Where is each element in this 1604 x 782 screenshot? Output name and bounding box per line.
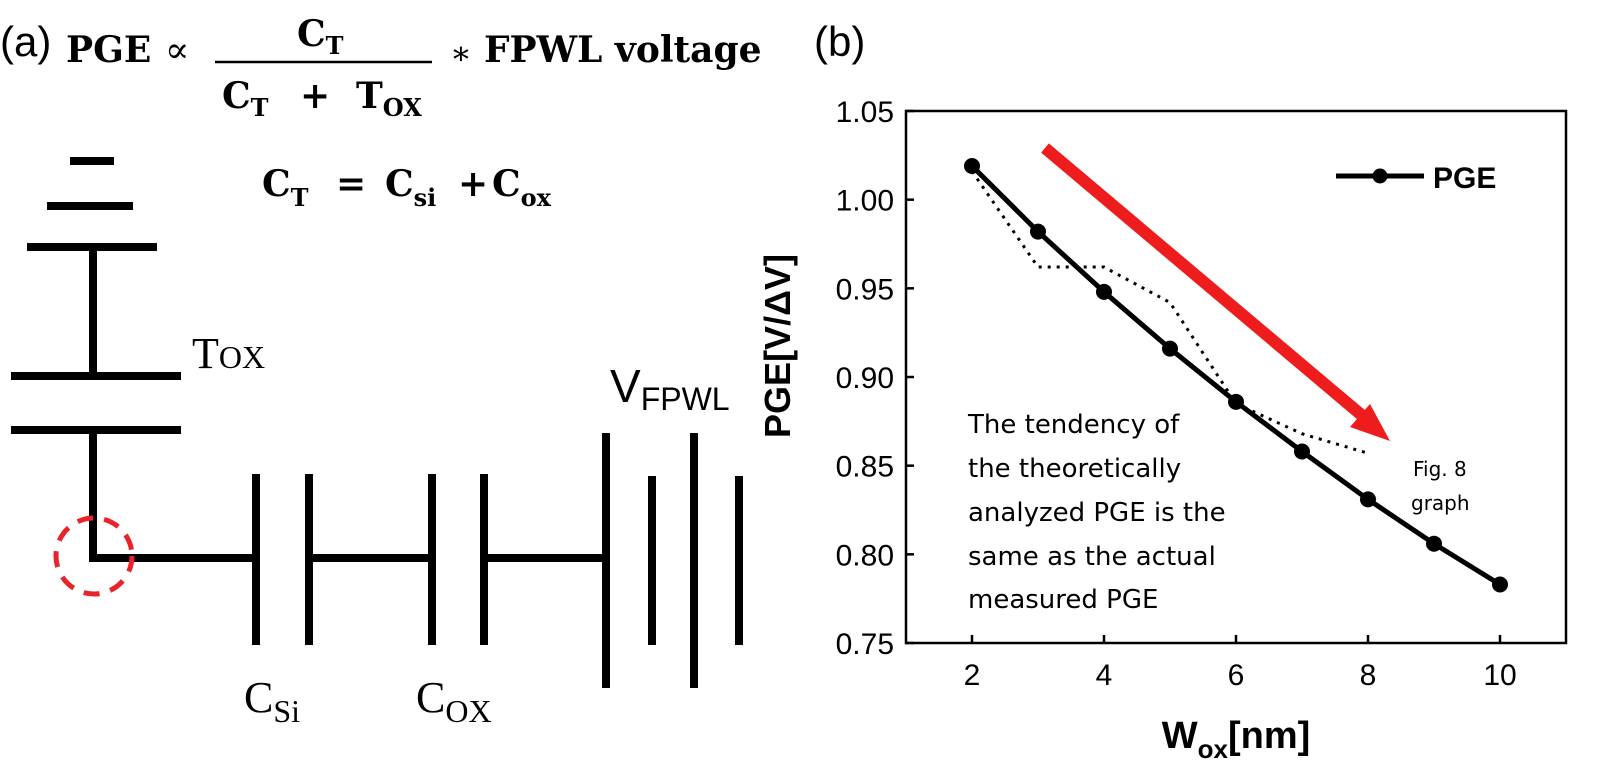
x-axis: 2 4 6 8 10 (964, 635, 1517, 692)
pge-point (1162, 340, 1178, 357)
pge-formula: PGE ∝ CT CT + TOX ∗ FPWL voltage (66, 13, 762, 122)
y-tick-label: 0.95 (836, 273, 894, 306)
fig8-note: Fig. 8 graph (1411, 457, 1473, 515)
formula-numerator: CT (297, 13, 344, 60)
ct-cox: Cox (492, 163, 552, 212)
ct-equals: = (336, 163, 366, 205)
pge-point (1360, 491, 1376, 508)
x-tick-label: 8 (1360, 659, 1377, 692)
panel-a-label: (a) (0, 18, 51, 65)
csi-label: CSi (244, 673, 300, 729)
x-tick-label: 2 (964, 659, 981, 692)
formula-denominator-plus: + (300, 75, 330, 117)
trend-arrowhead (1350, 404, 1390, 441)
series-pge (964, 157, 1508, 593)
node-highlight-circle (53, 515, 135, 597)
pge-chart: 0.750.800.850.900.951.001.05 2 4 6 8 10 PGE … (757, 96, 1568, 764)
formula-times: ∗ (450, 34, 472, 72)
legend-marker (1372, 168, 1388, 184)
pge-point (1096, 283, 1112, 300)
y-tick-label: 0.75 (836, 628, 894, 661)
x-tick-label: 10 (1483, 659, 1516, 692)
circuit (11, 157, 743, 688)
pge-point (1492, 576, 1508, 593)
cox-label: COX (416, 673, 492, 729)
formula-denominator-ct: CT (222, 75, 269, 122)
ct-lhs: CT (262, 163, 309, 212)
formula-propto: ∝ (165, 30, 189, 71)
legend: PGE (1336, 162, 1496, 195)
ct-equation: CT = Csi + Cox (262, 163, 552, 212)
x-tick-label: 6 (1228, 659, 1245, 692)
pge-point (1228, 393, 1244, 410)
trend-arrow-shaft (1041, 143, 1369, 423)
x-axis-title: Wox[nm] (1162, 715, 1311, 764)
y-tick-label: 1.00 (836, 185, 894, 218)
tendency-annotation: The tendency of the theoretically analyz… (967, 410, 1234, 615)
x-tick-label: 4 (1096, 659, 1113, 692)
y-tick-label: 1.05 (836, 96, 894, 129)
ct-plus: + (458, 163, 488, 205)
formula-rhs: FPWL voltage (484, 29, 762, 71)
vfpwl-label: VFPWL (610, 360, 730, 417)
legend-label-pge: PGE (1433, 162, 1496, 195)
tox-label: TOX (192, 329, 265, 378)
panel-b-label: (b) (814, 18, 865, 65)
y-tick-label: 0.90 (836, 362, 894, 395)
pge-point (1294, 443, 1310, 460)
y-tick-label: 0.85 (836, 451, 894, 484)
pge-point (964, 157, 980, 174)
y-tick-label: 0.80 (836, 539, 894, 572)
formula-denominator-tox: TOX (356, 75, 422, 122)
pge-point (1030, 223, 1046, 240)
ct-csi: Csi (385, 163, 436, 212)
y-axis-title: PGE[V/ΔV] (757, 254, 798, 438)
pge-point (1426, 535, 1442, 552)
formula-lhs: PGE (66, 29, 151, 71)
y-axis: 0.75 0.80 0.85 0.90 0.95 1.00 1.05 (836, 96, 914, 661)
